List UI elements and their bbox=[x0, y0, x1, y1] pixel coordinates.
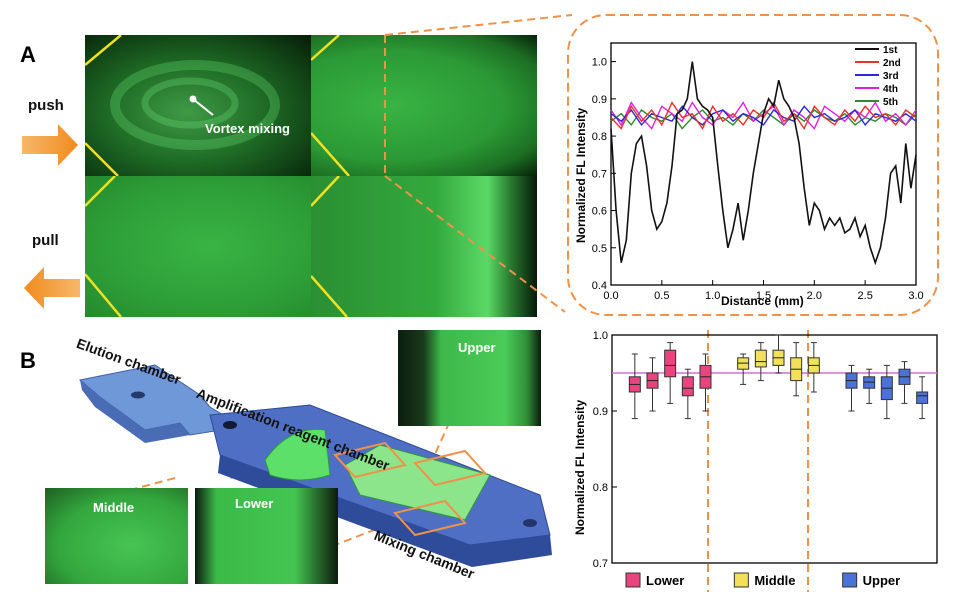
y-tick-label: 0.4 bbox=[592, 280, 607, 292]
x-tick-label: 1.5 bbox=[756, 290, 771, 302]
legend-label-4th: 4th bbox=[883, 84, 898, 95]
middle-zoom-image: Middle bbox=[45, 488, 188, 584]
legend-swatch-upper bbox=[842, 572, 858, 588]
push-label: push bbox=[28, 97, 64, 114]
legend-label-2nd: 2nd bbox=[883, 58, 901, 69]
inlet-hole-icon bbox=[223, 421, 237, 429]
upper-zoom-box bbox=[333, 441, 407, 479]
x-tick-label: 3.0 bbox=[908, 290, 923, 302]
series-line-3rd bbox=[610, 105, 917, 127]
x-tick-label: 1.0 bbox=[705, 290, 720, 302]
lower-zoom-box bbox=[393, 499, 467, 537]
chart-frame bbox=[567, 14, 939, 316]
x-tick-label: 2.0 bbox=[807, 290, 822, 302]
legend-swatch-middle bbox=[733, 572, 749, 588]
panel-b-letter: B bbox=[20, 348, 36, 373]
elution-hole-icon bbox=[131, 391, 145, 399]
y-tick-label: 0.7 bbox=[592, 168, 607, 180]
middle-label: Middle bbox=[93, 500, 135, 515]
outlet-hole-icon bbox=[523, 519, 537, 527]
legend-label-5th: 5th bbox=[883, 97, 898, 108]
box-y-tick-label: 0.9 bbox=[593, 406, 608, 418]
push-arrow-icon bbox=[22, 124, 78, 166]
pull-frame-2-image bbox=[311, 176, 537, 317]
x-tick-label: 2.5 bbox=[858, 290, 873, 302]
box-y-tick-label: 0.7 bbox=[593, 558, 608, 570]
box-lower bbox=[681, 376, 694, 397]
middle-zoom-box bbox=[413, 449, 487, 487]
legend-swatch-lower bbox=[625, 572, 641, 588]
x-tick-label: 0.5 bbox=[654, 290, 669, 302]
elution-side bbox=[80, 380, 190, 443]
device-diagram bbox=[78, 364, 552, 567]
mixing-chamber-shape bbox=[344, 444, 491, 521]
series-line-1st bbox=[610, 61, 917, 266]
pull-arrow-icon bbox=[24, 267, 80, 309]
y-tick-label: 0.8 bbox=[592, 131, 607, 143]
fl-box-chart: 0.7 0.8 0.9 1.0 Lower Middle Upper Normalized… bbox=[573, 330, 938, 588]
main-body-side bbox=[218, 455, 552, 567]
y-tick-label: 0.9 bbox=[592, 94, 607, 106]
upper-zoom-image: Upper bbox=[398, 330, 541, 426]
box-upper bbox=[916, 391, 929, 404]
box-lower bbox=[664, 349, 677, 378]
legend-label-lower: Lower bbox=[646, 573, 684, 588]
lower-zoom-image: Lower bbox=[195, 488, 338, 584]
push-frame-1-image: Vortex mixing bbox=[85, 35, 311, 176]
pull-label: pull bbox=[32, 232, 59, 249]
amplification-chamber-shape bbox=[264, 428, 331, 481]
pull-frame-1-image bbox=[85, 176, 311, 317]
legend-label-upper: Upper bbox=[863, 573, 901, 588]
box-y-axis-label: Normalized FL Intensity bbox=[573, 400, 587, 535]
box-middle bbox=[754, 349, 767, 368]
legend-label-middle: Middle bbox=[754, 573, 795, 588]
box-y-tick-label: 1.0 bbox=[593, 330, 608, 342]
box-y-tick-label: 0.8 bbox=[593, 482, 608, 494]
upper-label: Upper bbox=[458, 340, 496, 355]
box-plot-area bbox=[611, 334, 938, 564]
vortex-mixing-label: Vortex mixing bbox=[205, 121, 291, 136]
x-axis-label: Distance (mm) bbox=[721, 294, 804, 308]
y-axis-label: Normalized FL Intensity bbox=[574, 108, 588, 243]
legend-label-3rd: 3rd bbox=[883, 71, 899, 82]
legend-label-1st: 1st bbox=[883, 45, 898, 56]
x-tick-label: 0.0 bbox=[603, 290, 618, 302]
y-tick-label: 0.6 bbox=[592, 206, 607, 218]
y-tick-label: 1.0 bbox=[592, 57, 607, 69]
lower-label: Lower bbox=[235, 496, 274, 511]
fl-line-chart: 0.4 0.5 0.6 0.7 0.8 0.9 1.0 0.0 0.5 1.0 1.5 2.0 2.5… bbox=[567, 14, 939, 316]
push-frame-2-image bbox=[311, 35, 537, 176]
panel-a-letter: A bbox=[20, 42, 36, 67]
y-tick-label: 0.5 bbox=[592, 243, 607, 255]
